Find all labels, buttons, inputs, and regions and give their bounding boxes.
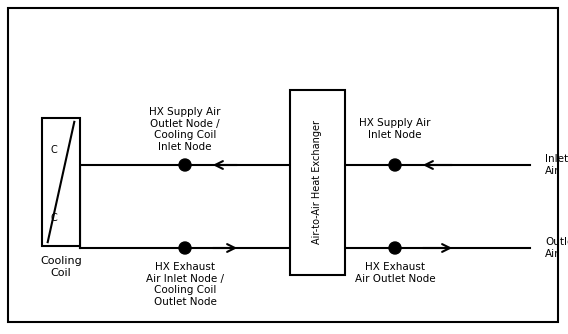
Bar	[290, 90, 345, 275]
Text: Air-to-Air Heat Exchanger: Air-to-Air Heat Exchanger	[312, 121, 323, 244]
Text: Inlet
Air: Inlet Air	[545, 154, 568, 176]
Text: HX Exhaust
Air Outlet Node: HX Exhaust Air Outlet Node	[354, 262, 435, 284]
Circle shape	[389, 159, 401, 171]
Text: Outlet
Air: Outlet Air	[545, 237, 568, 259]
Circle shape	[179, 159, 191, 171]
Text: HX Supply Air
Inlet Node: HX Supply Air Inlet Node	[359, 118, 431, 140]
Text: C: C	[51, 145, 57, 155]
Text: Cooling
Coil: Cooling Coil	[40, 256, 82, 278]
Text: C: C	[51, 213, 57, 223]
Circle shape	[389, 242, 401, 254]
Text: HX Supply Air
Outlet Node /
Cooling Coil
Inlet Node: HX Supply Air Outlet Node / Cooling Coil…	[149, 107, 221, 152]
Bar	[42, 118, 80, 246]
Circle shape	[179, 242, 191, 254]
Text: HX Exhaust
Air Inlet Node /
Cooling Coil
Outlet Node: HX Exhaust Air Inlet Node / Cooling Coil…	[146, 262, 224, 307]
